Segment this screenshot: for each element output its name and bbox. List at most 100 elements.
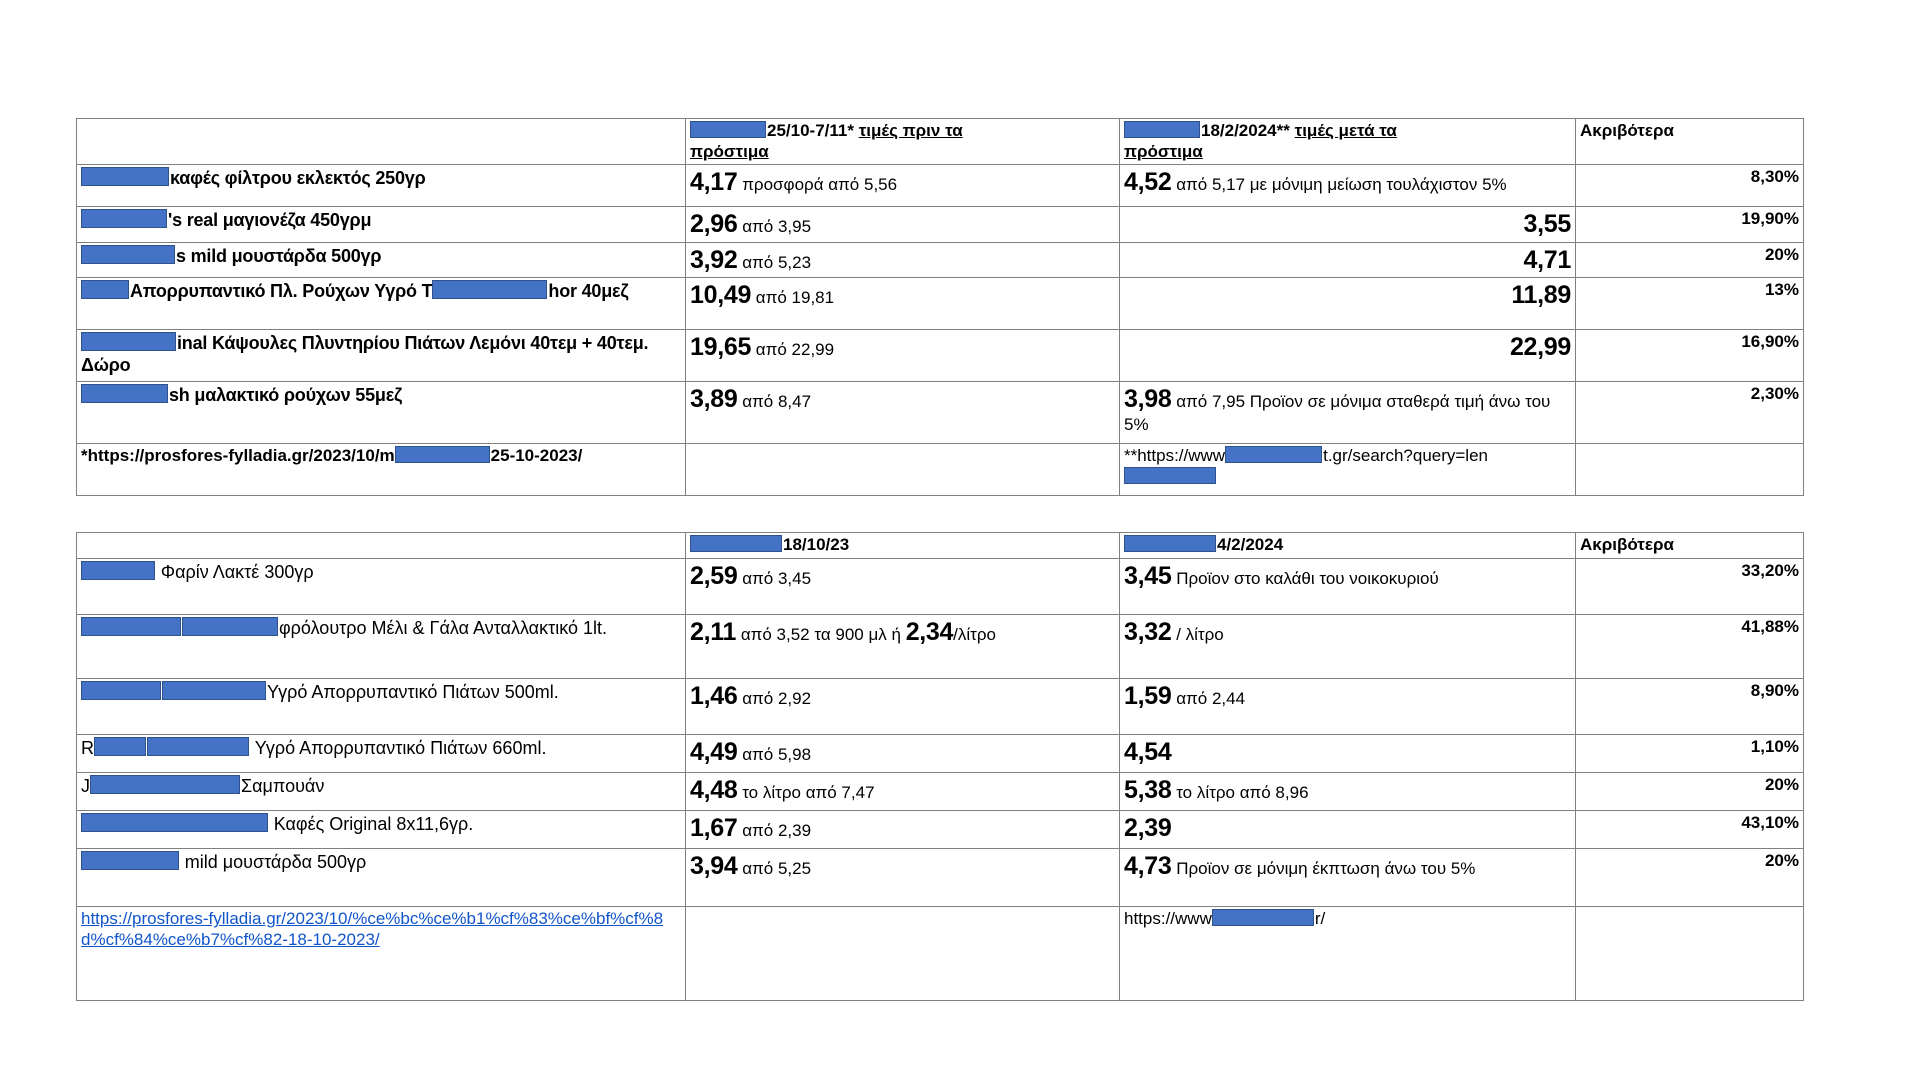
- redaction-bar-icon: [81, 851, 179, 871]
- price-value: 11,89: [1511, 281, 1571, 310]
- pct-cell: 33,20%: [1575, 558, 1804, 616]
- redaction-bar-icon: [81, 617, 181, 637]
- header-date-before: 18/10/23: [783, 535, 850, 555]
- redaction-bar-icon: [147, 737, 249, 757]
- product-name-cell: J Σαμπουάν: [76, 772, 686, 812]
- table-row: Απορρυπαντικό Πλ. Ρούχων Υγρό T hor 40μεζ…: [76, 277, 1804, 331]
- source-link[interactable]: https://prosfores-fylladia.gr/2023/10/%c…: [81, 909, 664, 949]
- price-value: 2,11: [690, 618, 737, 647]
- product-name-cell: mild μουστάρδα 500γρ: [76, 848, 686, 908]
- price-after-cell: 4,52 από 5,17 με μόνιμη μείωση τουλάχιστ…: [1119, 164, 1576, 208]
- price-before-cell: 4,17 προσφορά από 5,56: [685, 164, 1120, 208]
- price-note: από 22,99: [755, 340, 835, 360]
- price-note-2: /λίτρο: [953, 625, 996, 645]
- price-value: 4,52: [1124, 168, 1172, 197]
- redaction-bar-icon: [1124, 467, 1216, 485]
- pct-cell: 20%: [1575, 772, 1804, 812]
- price-value: 2,39: [1124, 814, 1172, 843]
- header-label-after: τιμές μετά τα: [1294, 121, 1397, 140]
- price-before-cell: 2,96 από 3,95: [685, 206, 1120, 243]
- price-before-cell: 3,92 από 5,23: [685, 241, 1120, 279]
- price-value: 3,94: [690, 852, 738, 881]
- footnote-url-part1: *https://prosfores-fylladia.gr/2023/10/m: [81, 446, 395, 466]
- redaction-bar-icon: [81, 813, 268, 833]
- pct-cell: 8,30%: [1575, 164, 1804, 208]
- table2-footnote-row: https://prosfores-fylladia.gr/2023/10/%c…: [76, 906, 1804, 1002]
- price-after-cell: 11,89: [1119, 277, 1576, 331]
- pct-cell: 8,90%: [1575, 678, 1804, 736]
- product-name-prefix: J: [81, 776, 90, 797]
- price-note: από 5,98: [742, 745, 812, 765]
- price-value: 19,65: [690, 333, 752, 362]
- product-name-label: mild μουστάρδα 500γρ: [184, 852, 367, 873]
- product-name-label: φρόλουτρο Μέλι & Γάλα Ανταλλακτικό 1lt.: [279, 618, 607, 639]
- product-name-cell: Καφές Original 8x11,6γρ.: [76, 810, 686, 850]
- product-name-cell: s mild μουστάρδα 500γρ: [76, 241, 686, 279]
- price-value: 2,96: [690, 210, 738, 239]
- price-note: από 3,45: [742, 569, 812, 589]
- table2-header-row: 18/10/23 4/2/2024 Ακριβότερα: [76, 532, 1804, 560]
- price-value: 4,73: [1124, 852, 1172, 881]
- price-value: 3,45: [1124, 562, 1172, 591]
- price-before-cell: 4,48 το λίτρο από 7,47: [685, 772, 1120, 812]
- product-name-label: Υγρό Απορρυπαντικό Πιάτων 500ml.: [267, 682, 559, 703]
- product-name-cell: R Υγρό Απορρυπαντικό Πιάτων 660ml.: [76, 734, 686, 774]
- product-name-cell: sh μαλακτικό ρούχων 55μεζ: [76, 381, 686, 445]
- price-after-cell: 1,59 από 2,44: [1119, 678, 1576, 736]
- header-date-after: 4/2/2024: [1217, 535, 1284, 555]
- price-value-2: 2,34: [905, 618, 954, 647]
- price-before-cell: 3,89 από 8,47: [685, 381, 1120, 445]
- pct-cell: 16,90%: [1575, 329, 1804, 383]
- footnote-pct-cell: [1575, 443, 1804, 497]
- redaction-bar-icon: [81, 332, 176, 352]
- price-value: 1,67: [690, 814, 738, 843]
- redaction-bar-icon: [394, 446, 490, 464]
- price-note: από 5,23: [742, 252, 812, 272]
- price-note: από 3,52 τα 900 μλ ή: [740, 625, 901, 645]
- price-value: 1,46: [690, 682, 738, 711]
- price-note: από 5,25: [742, 859, 812, 879]
- price-note: από 3,95: [742, 217, 812, 237]
- price-note: / λίτρο: [1176, 625, 1224, 645]
- price-after-cell: 3,55: [1119, 206, 1576, 243]
- price-comparison-table-1: 25/10-7/11* τιμές πριν τα πρόστιμα 18/2/…: [76, 117, 1804, 497]
- table2-header-price-after: 4/2/2024: [1119, 532, 1576, 560]
- price-before-cell: 2,59 από 3,45: [685, 558, 1120, 616]
- redaction-bar-icon: [690, 535, 782, 553]
- footnote-url-part2: r/: [1314, 909, 1326, 929]
- redaction-bar-icon: [81, 209, 167, 229]
- price-note: από 2,39: [742, 821, 812, 841]
- footnote-url-part2: t.gr/search?query=len: [1323, 446, 1488, 466]
- price-after-cell: 4,71: [1119, 241, 1576, 279]
- product-name-cell: φρόλουτρο Μέλι & Γάλα Ανταλλακτικό 1lt.: [76, 614, 686, 680]
- redaction-bar-icon: [90, 775, 240, 795]
- redaction-bar-icon: [81, 384, 168, 404]
- product-name-label: Υγρό Απορρυπαντικό Πιάτων 660ml.: [254, 738, 547, 759]
- redaction-bar-icon: [81, 681, 161, 701]
- redaction-bar-icon: [94, 737, 146, 757]
- price-after-cell: 22,99: [1119, 329, 1576, 383]
- table-row: mild μουστάρδα 500γρ 3,94 από 5,25 4,73 …: [76, 848, 1804, 908]
- price-before-cell: 19,65 από 22,99: [685, 329, 1120, 383]
- table-row: φρόλουτρο Μέλι & Γάλα Ανταλλακτικό 1lt. …: [76, 614, 1804, 680]
- table-row: 's real μαγιονέζα 450γρμ 2,96 από 3,95 3…: [76, 206, 1804, 243]
- price-value: 4,49: [690, 738, 738, 767]
- price-note: το λίτρο από 7,47: [742, 783, 875, 803]
- pct-cell: 13%: [1575, 277, 1804, 331]
- product-name-cell: Υγρό Απορρυπαντικό Πιάτων 500ml.: [76, 678, 686, 736]
- redaction-bar-icon: [182, 617, 278, 637]
- product-name-label: inal Κάψουλες Πλυντηρίου Πιάτων Λεμόνι 4…: [81, 333, 649, 376]
- table1-header-row: 25/10-7/11* τιμές πριν τα πρόστιμα 18/2/…: [76, 117, 1804, 166]
- price-note: από 8,47: [742, 392, 812, 412]
- price-before-cell: 4,49 από 5,98: [685, 734, 1120, 774]
- footnote-right-cell: https://www r/: [1119, 906, 1576, 1002]
- price-note: από 19,81: [755, 288, 835, 308]
- product-name-cell: 's real μαγιονέζα 450γρμ: [76, 206, 686, 243]
- product-name-prefix: R: [81, 738, 94, 759]
- price-note: από 7,95 Προϊον σε μόνιμα σταθερά τιμή ά…: [1124, 392, 1551, 434]
- price-value: 3,92: [690, 245, 738, 274]
- price-value: 4,17: [690, 168, 738, 197]
- price-note: από 2,92: [742, 689, 812, 709]
- price-value: 4,71: [1523, 245, 1572, 274]
